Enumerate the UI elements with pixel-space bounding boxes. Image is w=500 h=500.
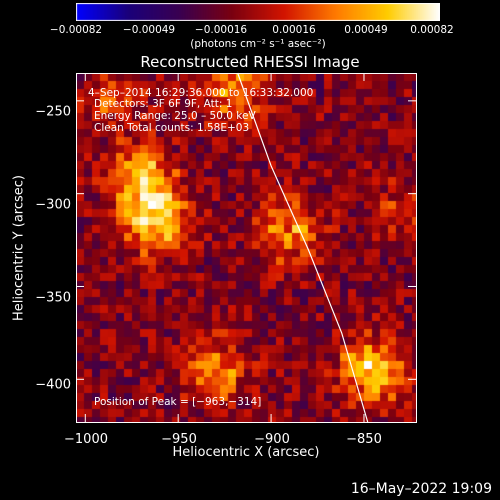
colorbar: [76, 3, 440, 21]
x-tick-label: −850: [346, 432, 382, 447]
y-tick-label: −400: [35, 377, 71, 393]
y-tick-label: −300: [35, 197, 71, 213]
annotation-method: Clean Total counts: 1.58E+03: [94, 122, 250, 134]
y-axis-label: Heliocentric Y (arcsec): [11, 175, 27, 321]
colorbar-tick: −0.00016: [194, 24, 248, 36]
annotation-detectors: Detectors: 3F 6F 9F, Att: 1: [94, 98, 233, 110]
y-tick-label: −250: [35, 104, 71, 120]
x-tick-label: −1000: [64, 432, 108, 447]
colorbar-tick: −0.00049: [122, 24, 176, 36]
colorbar-tick: 0.00082: [410, 24, 454, 36]
chart-title: Reconstructed RHESSI Image: [140, 53, 360, 71]
footer-timestamp: 16–May–2022 19:09: [350, 481, 492, 497]
y-tick-label: −350: [35, 290, 71, 306]
colorbar-tick: 0.00049: [344, 24, 388, 36]
x-tick-label: −900: [254, 432, 290, 447]
annotation-energy: Energy Range: 25.0 – 50.0 keV: [94, 110, 256, 122]
annotation-time: 4–Sep–2014 16:29:36.000 to 16:33:32.000: [88, 87, 314, 99]
x-tick-label: −950: [161, 432, 197, 447]
x-axis-label: Heliocentric X (arcsec): [172, 445, 320, 460]
colorbar-units: (photons cm⁻² s⁻¹ asec⁻²): [190, 38, 326, 50]
colorbar-tick: −0.00082: [49, 24, 103, 36]
colorbar-tick: 0.00016: [272, 24, 316, 36]
annotation-peak: Position of Peak = [−963,−314]: [94, 396, 262, 408]
